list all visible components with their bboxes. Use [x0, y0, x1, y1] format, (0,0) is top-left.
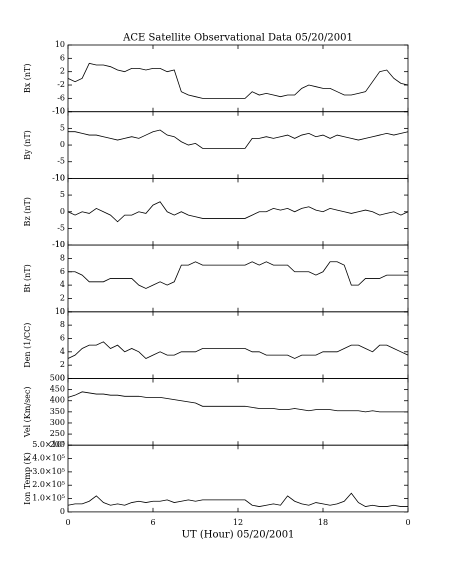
- data-line: [67, 341, 409, 359]
- x-tick-label: 12: [233, 518, 243, 527]
- y-tick-label: 300: [50, 418, 65, 427]
- y-tick-label: 4.0×10⁵: [32, 454, 65, 463]
- x-tick-label: 0: [65, 518, 70, 527]
- chart-title: ACE Satellite Observational Data 05/20/2…: [122, 33, 353, 44]
- x-tick-label: 18: [318, 518, 328, 527]
- y-tick-label: 400: [50, 396, 65, 405]
- y-tick-label: 10: [55, 40, 65, 49]
- y-tick-label: 1.0×10⁵: [32, 494, 65, 503]
- x-tick-label: 0: [405, 518, 410, 527]
- y-tick-label: 6: [60, 267, 65, 276]
- y-tick-label: 0: [60, 307, 65, 316]
- data-line: [67, 391, 408, 413]
- y-axis-label: Vel (Km/sec): [23, 386, 32, 438]
- y-tick-label: -10: [52, 173, 65, 182]
- y-tick-label: 3.0×10⁵: [32, 467, 65, 476]
- y-tick-label: 10: [55, 307, 65, 316]
- data-line: [68, 261, 408, 289]
- y-axis-label: Bz (nT): [23, 197, 32, 226]
- x-tick-label: 6: [150, 518, 155, 527]
- y-tick-label: 2.0×10⁵: [32, 480, 65, 489]
- y-tick-label: 8: [60, 253, 65, 262]
- y-axis-label: By (nT): [23, 130, 32, 160]
- y-tick-label: 0: [60, 207, 65, 216]
- y-tick-label: 250: [50, 429, 65, 438]
- y-tick-label: 350: [50, 407, 65, 416]
- y-tick-label: 2: [60, 67, 65, 76]
- y-tick-label: 4: [60, 280, 65, 289]
- y-tick-label: 5: [60, 190, 65, 199]
- data-line: [67, 62, 409, 99]
- y-tick-label: 6: [60, 53, 65, 62]
- y-tick-label: 450: [50, 385, 65, 394]
- panel-frame: [67, 44, 409, 113]
- data-line: [67, 201, 409, 223]
- y-tick-label: 10: [55, 240, 65, 249]
- y-tick-label: 2: [60, 360, 65, 369]
- y-tick-label: 5.0×10⁵: [32, 440, 65, 449]
- y-tick-label: -5: [57, 157, 65, 166]
- y-tick-label: 0: [60, 507, 65, 516]
- y-tick-label: -5: [57, 223, 65, 232]
- y-tick-label: -2: [57, 80, 65, 89]
- y-tick-label: 2: [60, 293, 65, 302]
- y-axis-label: Den (1/CC): [23, 323, 32, 368]
- data-line: [68, 129, 409, 149]
- y-tick-label: 10: [55, 173, 65, 182]
- y-tick-label: -10: [52, 107, 65, 116]
- panel-frame: [67, 111, 409, 179]
- y-tick-label: 6: [60, 333, 65, 342]
- panel-frame: [67, 378, 409, 446]
- panel-frame: [67, 444, 409, 513]
- y-tick-label: 4: [60, 347, 65, 356]
- y-tick-label: -10: [52, 240, 65, 249]
- y-tick-label: 500: [50, 374, 65, 383]
- y-axis-label: Ion Temp (K): [23, 452, 32, 505]
- y-tick-label: 8: [60, 320, 65, 329]
- data-line: [67, 492, 408, 507]
- y-tick-label: 5: [60, 123, 65, 132]
- y-axis-label: Bt (nT): [23, 264, 32, 292]
- y-tick-label: 0: [60, 140, 65, 149]
- y-tick-label: 0: [60, 374, 65, 383]
- y-tick-label: 10: [55, 107, 65, 116]
- y-tick-label: 200: [50, 440, 65, 449]
- y-tick-label: -6: [57, 93, 65, 102]
- x-axis-label: UT (Hour) 05/20/2001: [182, 530, 295, 541]
- y-axis-label: Bx (nT): [23, 64, 32, 94]
